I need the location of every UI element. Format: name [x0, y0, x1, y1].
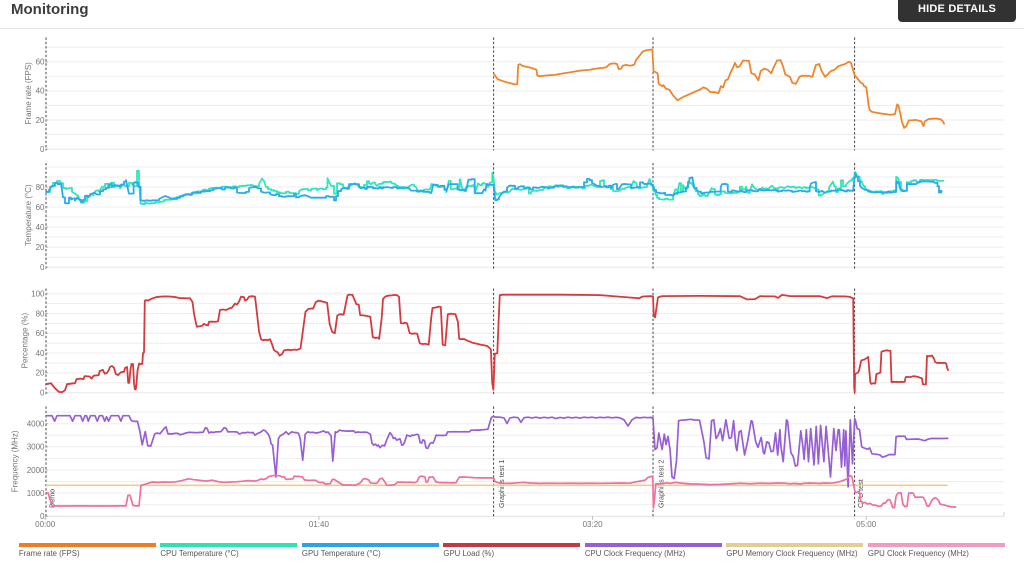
svg-text:Percentage (%): Percentage (%) — [21, 312, 30, 368]
svg-text:20: 20 — [36, 243, 45, 252]
svg-text:2000: 2000 — [27, 466, 45, 475]
svg-text:80: 80 — [36, 309, 45, 318]
svg-text:20: 20 — [36, 369, 45, 378]
svg-text:05:00: 05:00 — [856, 520, 877, 529]
svg-text:4000: 4000 — [27, 420, 45, 429]
svg-text:60: 60 — [36, 329, 45, 338]
svg-text:40: 40 — [36, 349, 45, 358]
svg-text:20: 20 — [36, 116, 45, 125]
svg-text:100: 100 — [31, 290, 45, 299]
svg-text:0: 0 — [40, 145, 45, 154]
svg-text:Demo: Demo — [48, 489, 57, 508]
svg-text:Frequency (MHz): Frequency (MHz) — [11, 430, 20, 492]
svg-text:3000: 3000 — [27, 443, 45, 452]
svg-text:Temperature (°C): Temperature (°C) — [24, 184, 33, 246]
svg-text:0: 0 — [40, 512, 45, 521]
svg-text:80: 80 — [36, 183, 45, 192]
svg-text:0: 0 — [40, 263, 45, 272]
svg-text:Frame rate (FPS): Frame rate (FPS) — [24, 62, 33, 125]
svg-text:40: 40 — [36, 223, 45, 232]
svg-text:40: 40 — [36, 87, 45, 96]
svg-text:00:00: 00:00 — [35, 520, 56, 529]
svg-text:01:40: 01:40 — [309, 520, 330, 529]
svg-text:60: 60 — [36, 58, 45, 67]
svg-text:0: 0 — [40, 389, 45, 398]
svg-text:03:20: 03:20 — [583, 520, 604, 529]
svg-text:60: 60 — [36, 203, 45, 212]
svg-text:1000: 1000 — [27, 489, 45, 498]
